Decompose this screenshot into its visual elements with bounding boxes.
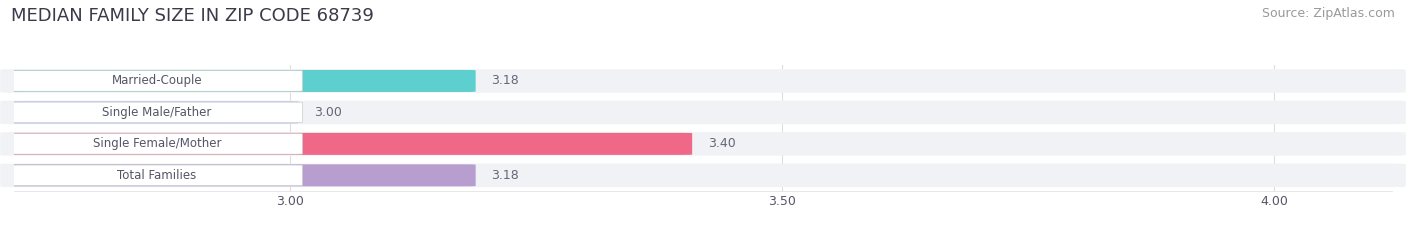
FancyBboxPatch shape — [6, 70, 475, 92]
FancyBboxPatch shape — [11, 134, 302, 154]
FancyBboxPatch shape — [0, 101, 1406, 124]
Text: Source: ZipAtlas.com: Source: ZipAtlas.com — [1261, 7, 1395, 20]
FancyBboxPatch shape — [0, 164, 1406, 187]
Text: Total Families: Total Families — [117, 169, 197, 182]
Text: 3.00: 3.00 — [314, 106, 342, 119]
Text: 3.40: 3.40 — [707, 137, 735, 150]
Text: Married-Couple: Married-Couple — [111, 75, 202, 87]
FancyBboxPatch shape — [6, 133, 692, 155]
FancyBboxPatch shape — [6, 101, 298, 123]
FancyBboxPatch shape — [11, 102, 302, 123]
Text: 3.18: 3.18 — [492, 169, 519, 182]
Text: Single Female/Mother: Single Female/Mother — [93, 137, 221, 150]
FancyBboxPatch shape — [11, 71, 302, 91]
FancyBboxPatch shape — [0, 132, 1406, 156]
FancyBboxPatch shape — [11, 165, 302, 186]
Text: 3.18: 3.18 — [492, 75, 519, 87]
Text: Single Male/Father: Single Male/Father — [103, 106, 211, 119]
Text: MEDIAN FAMILY SIZE IN ZIP CODE 68739: MEDIAN FAMILY SIZE IN ZIP CODE 68739 — [11, 7, 374, 25]
FancyBboxPatch shape — [6, 164, 475, 186]
FancyBboxPatch shape — [0, 69, 1406, 93]
